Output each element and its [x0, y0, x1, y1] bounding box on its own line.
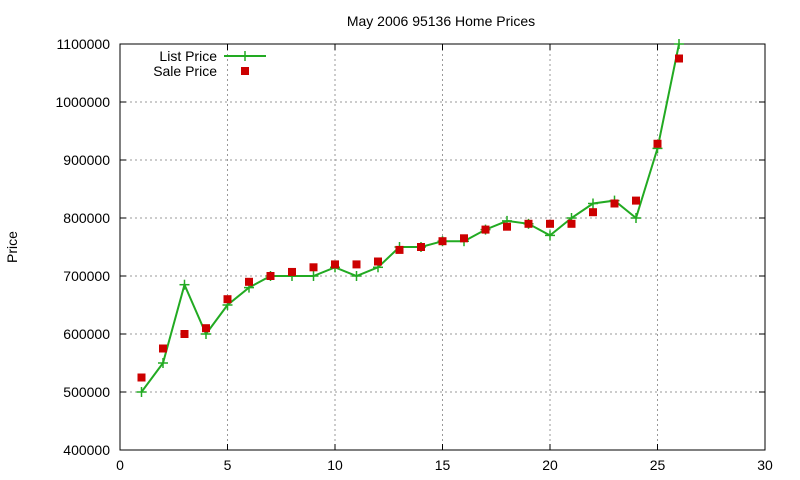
legend-label: List Price [159, 48, 217, 64]
sale-price-point [438, 237, 447, 246]
list-price-point [674, 39, 684, 49]
sale-price-point [245, 277, 253, 286]
list-price-point [588, 198, 598, 209]
sale-price-point [481, 225, 490, 234]
sale-price-point [460, 234, 468, 243]
sale-price-point [223, 295, 232, 304]
y-axis-label: Price [4, 231, 20, 263]
list-price-point [545, 230, 555, 241]
y-tick-label: 500000 [63, 384, 110, 400]
y-tick-label: 900000 [63, 152, 110, 168]
x-tick-label: 5 [224, 457, 232, 473]
grid-lines [120, 44, 765, 450]
y-tick-label: 600000 [63, 326, 110, 342]
sale-price-point [632, 196, 640, 205]
y-axis-ticks: 400000 500000 600000 700000 800000 900000 1000… [55, 36, 765, 458]
sale-price-point [352, 260, 361, 269]
sale-price-point [374, 257, 382, 266]
legend-marker [240, 51, 250, 61]
list-price-point [179, 279, 190, 290]
sale-price-point [653, 139, 662, 148]
sale-price-point [567, 219, 576, 228]
x-tick-label: 0 [116, 457, 124, 473]
sale-price-point [288, 267, 296, 276]
sale-price-point [524, 219, 533, 228]
list-price-point [351, 271, 362, 281]
sale-price-point [589, 208, 597, 217]
x-tick-label: 10 [327, 457, 343, 473]
x-axis-ticks: 0 5 10 15 20 25 30 [116, 44, 773, 473]
y-tick-label: 1100000 [57, 36, 111, 52]
x-tick-label: 20 [542, 457, 558, 473]
list-price-point [158, 358, 168, 368]
sale-price-point [137, 373, 146, 382]
sale-price-point [675, 54, 683, 63]
x-tick-label: 25 [650, 457, 666, 473]
list-price-point [308, 271, 319, 281]
series-sale-price [137, 54, 683, 382]
x-tick-label: 15 [435, 457, 451, 473]
sale-price-point [180, 330, 189, 338]
sale-price-point [159, 344, 167, 353]
sale-price-point [546, 219, 554, 228]
chart-title: May 2006 95136 Home Prices [347, 13, 535, 29]
list-price-point [631, 213, 641, 223]
legend-marker [241, 67, 249, 75]
x-tick-label: 30 [757, 457, 773, 473]
sale-price-point [395, 245, 404, 254]
sale-price-point [266, 272, 275, 280]
sale-price-point [331, 260, 339, 269]
sale-price-point [309, 263, 318, 272]
sale-price-point [503, 222, 511, 231]
y-tick-label: 400000 [63, 442, 110, 458]
sale-price-point [610, 199, 619, 208]
series-group [136, 39, 684, 397]
sale-price-point [417, 243, 425, 251]
y-tick-label: 700000 [63, 268, 110, 284]
y-tick-label: 800000 [63, 210, 110, 226]
list-price-point [136, 387, 147, 397]
sale-price-point [202, 324, 210, 333]
legend-label: Sale Price [153, 63, 217, 79]
y-tick-label: 1000000 [55, 94, 110, 110]
